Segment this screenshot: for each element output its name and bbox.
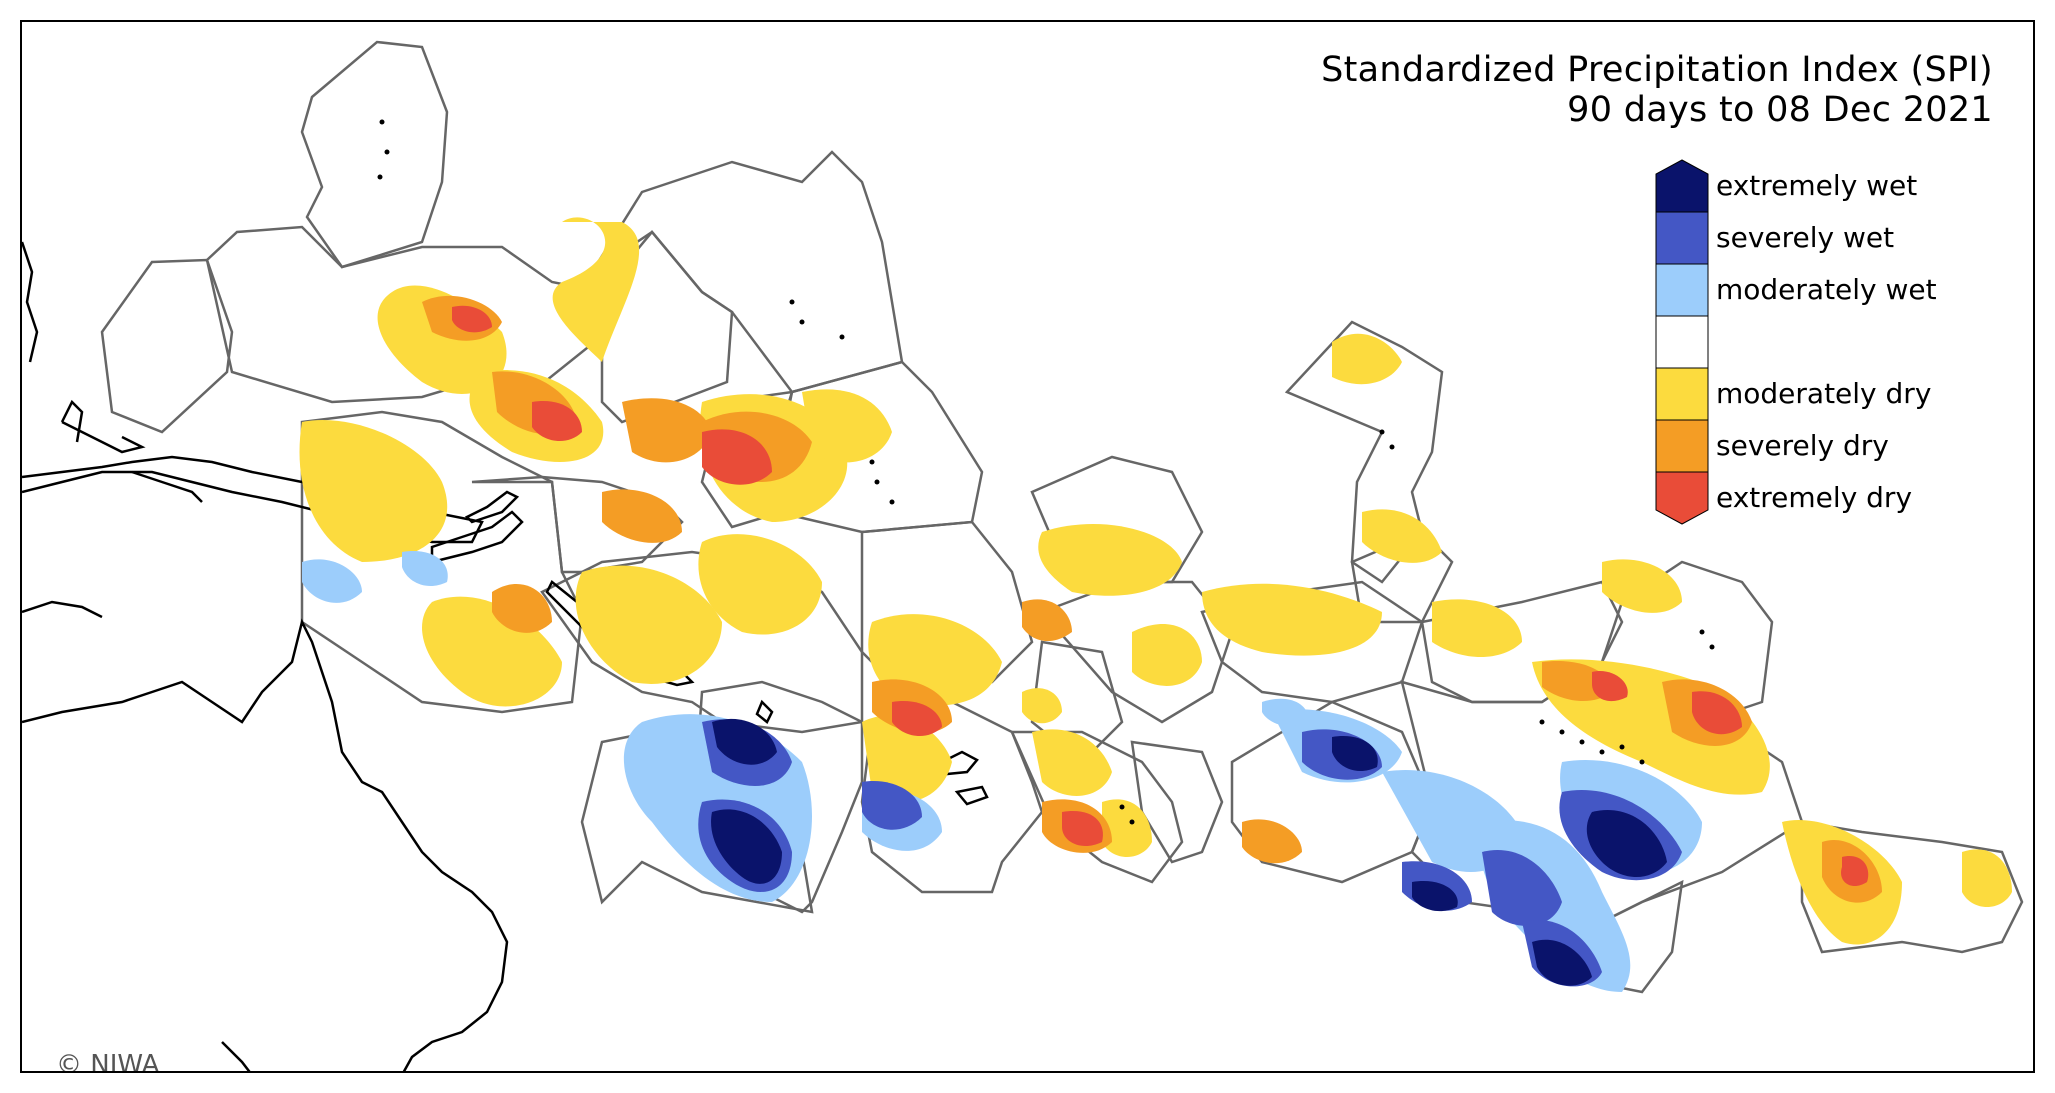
coastline-new-ireland [464,490,520,524]
legend-swatch [1655,367,1709,421]
coastline-halmahera [60,399,84,443]
legend-label: moderately dry [1716,377,1932,410]
coastline-new-britain [430,510,524,564]
coastline-vanuatu [755,699,774,724]
legend-label: extremely dry [1716,481,1913,514]
coastline-new-zealand [221,1041,251,1071]
coastline-indonesia-2 [61,420,146,454]
title-line-1: Standardized Precipitation Index (SPI) [1321,50,1993,90]
coastline-timor [22,600,103,619]
legend-swatch [1655,419,1709,473]
title-line-2: 90 days to 08 Dec 2021 [1567,90,1993,130]
spi-map [22,40,2024,1071]
copyright: © NIWA [56,1050,160,1073]
legend-colorbar [1655,159,1709,525]
coastline-indonesia-3 [131,470,203,503]
coastline-fiji-2 [954,785,989,806]
island-markers [377,119,1715,825]
region-tuvalu [860,520,1034,694]
legend-swatch [1655,211,1709,265]
spi-wet-extreme [711,718,1667,986]
map-title: Standardized Precipitation Index (SPI) 9… [1321,50,1993,130]
legend-swatch [1655,263,1709,317]
legend-swatch [1655,315,1709,369]
coastline-png [22,455,484,544]
legend-swatch [1655,159,1709,213]
coastline-australia [22,618,509,1071]
region-line-islands [1284,320,1444,584]
legend-swatch [1655,471,1709,525]
region-marshall [590,150,904,394]
legend-label: moderately wet [1716,273,1937,306]
map-frame: Standardized Precipitation Index (SPI) 9… [20,20,2035,1073]
legend-label: severely dry [1716,429,1889,462]
legend-label: extremely wet [1716,169,1918,202]
coastline-indonesia-1 [22,241,39,363]
legend-label: severely wet [1716,221,1895,254]
region-palau [100,258,234,434]
legend: extremely wet severely wet moderately wet m… [1652,142,2012,552]
spi-dry-extreme [452,305,1869,887]
region-pitcairn [1800,820,2024,954]
region-guam [300,40,449,269]
